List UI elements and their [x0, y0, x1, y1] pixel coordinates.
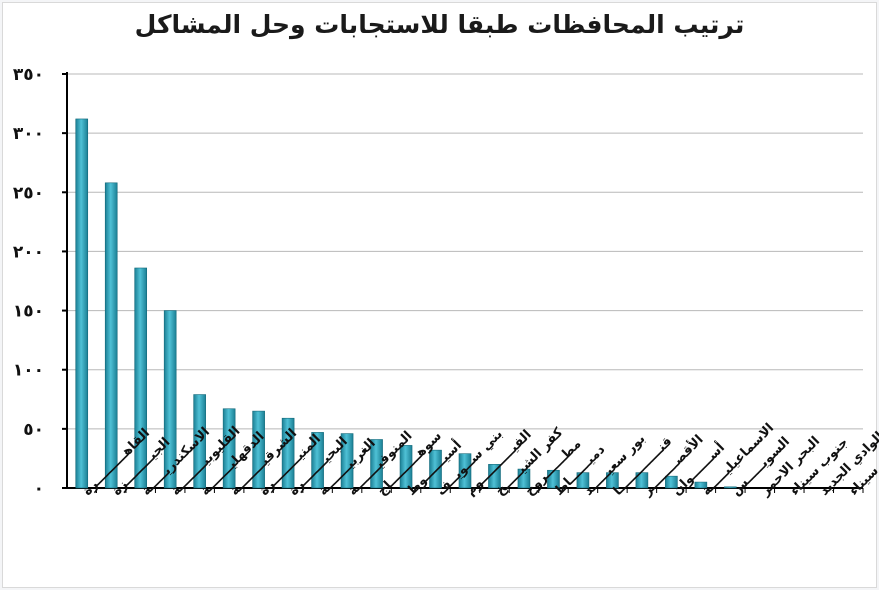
- gridlines: [67, 73, 863, 430]
- bar: [724, 486, 737, 489]
- bar: [635, 472, 649, 489]
- bar: [399, 445, 413, 489]
- y-tick-label: ٢٠٠: [13, 242, 44, 262]
- bars: [75, 118, 737, 489]
- bar: [222, 408, 236, 489]
- bar: [163, 310, 177, 489]
- y-tick-label: ١٠٠: [13, 361, 44, 381]
- axes: [62, 72, 864, 493]
- bar: [576, 472, 590, 489]
- bar: [75, 118, 89, 489]
- y-tick-label: ٠: [34, 479, 44, 499]
- bar: [694, 481, 708, 489]
- bar: [134, 267, 148, 489]
- y-tick-label: ٣٠٠: [13, 124, 44, 144]
- y-tick-label: ٣٥٠: [13, 65, 44, 85]
- bar: [193, 394, 206, 489]
- y-tick-labels: ٠ ٥٠ ١٠٠ ١٥٠ ٢٠٠ ٢٥٠ ٣٠٠ ٣٥٠: [13, 65, 44, 499]
- bar: [252, 410, 265, 489]
- y-tick-label: ١٥٠: [13, 302, 44, 322]
- bar: [517, 468, 531, 489]
- bar: [370, 439, 383, 489]
- bar: [665, 475, 678, 489]
- bar: [606, 472, 619, 489]
- bar: [104, 182, 118, 489]
- y-tick-label: ٥٠: [23, 420, 44, 440]
- bar: [429, 449, 442, 489]
- bar: [488, 464, 501, 489]
- bar: [281, 417, 295, 489]
- bar: [547, 469, 560, 489]
- bar: [458, 453, 472, 489]
- chart-title: ترتيب المحافظات طبقا للاستجابات وحل المش…: [134, 10, 745, 39]
- bar: [311, 432, 324, 489]
- x-tick-labels: القاهـــــــــرةالجيــــــــزةالاسكندريـ…: [80, 421, 879, 500]
- y-tick-label: ٢٥٠: [13, 183, 44, 203]
- bar: [340, 433, 354, 489]
